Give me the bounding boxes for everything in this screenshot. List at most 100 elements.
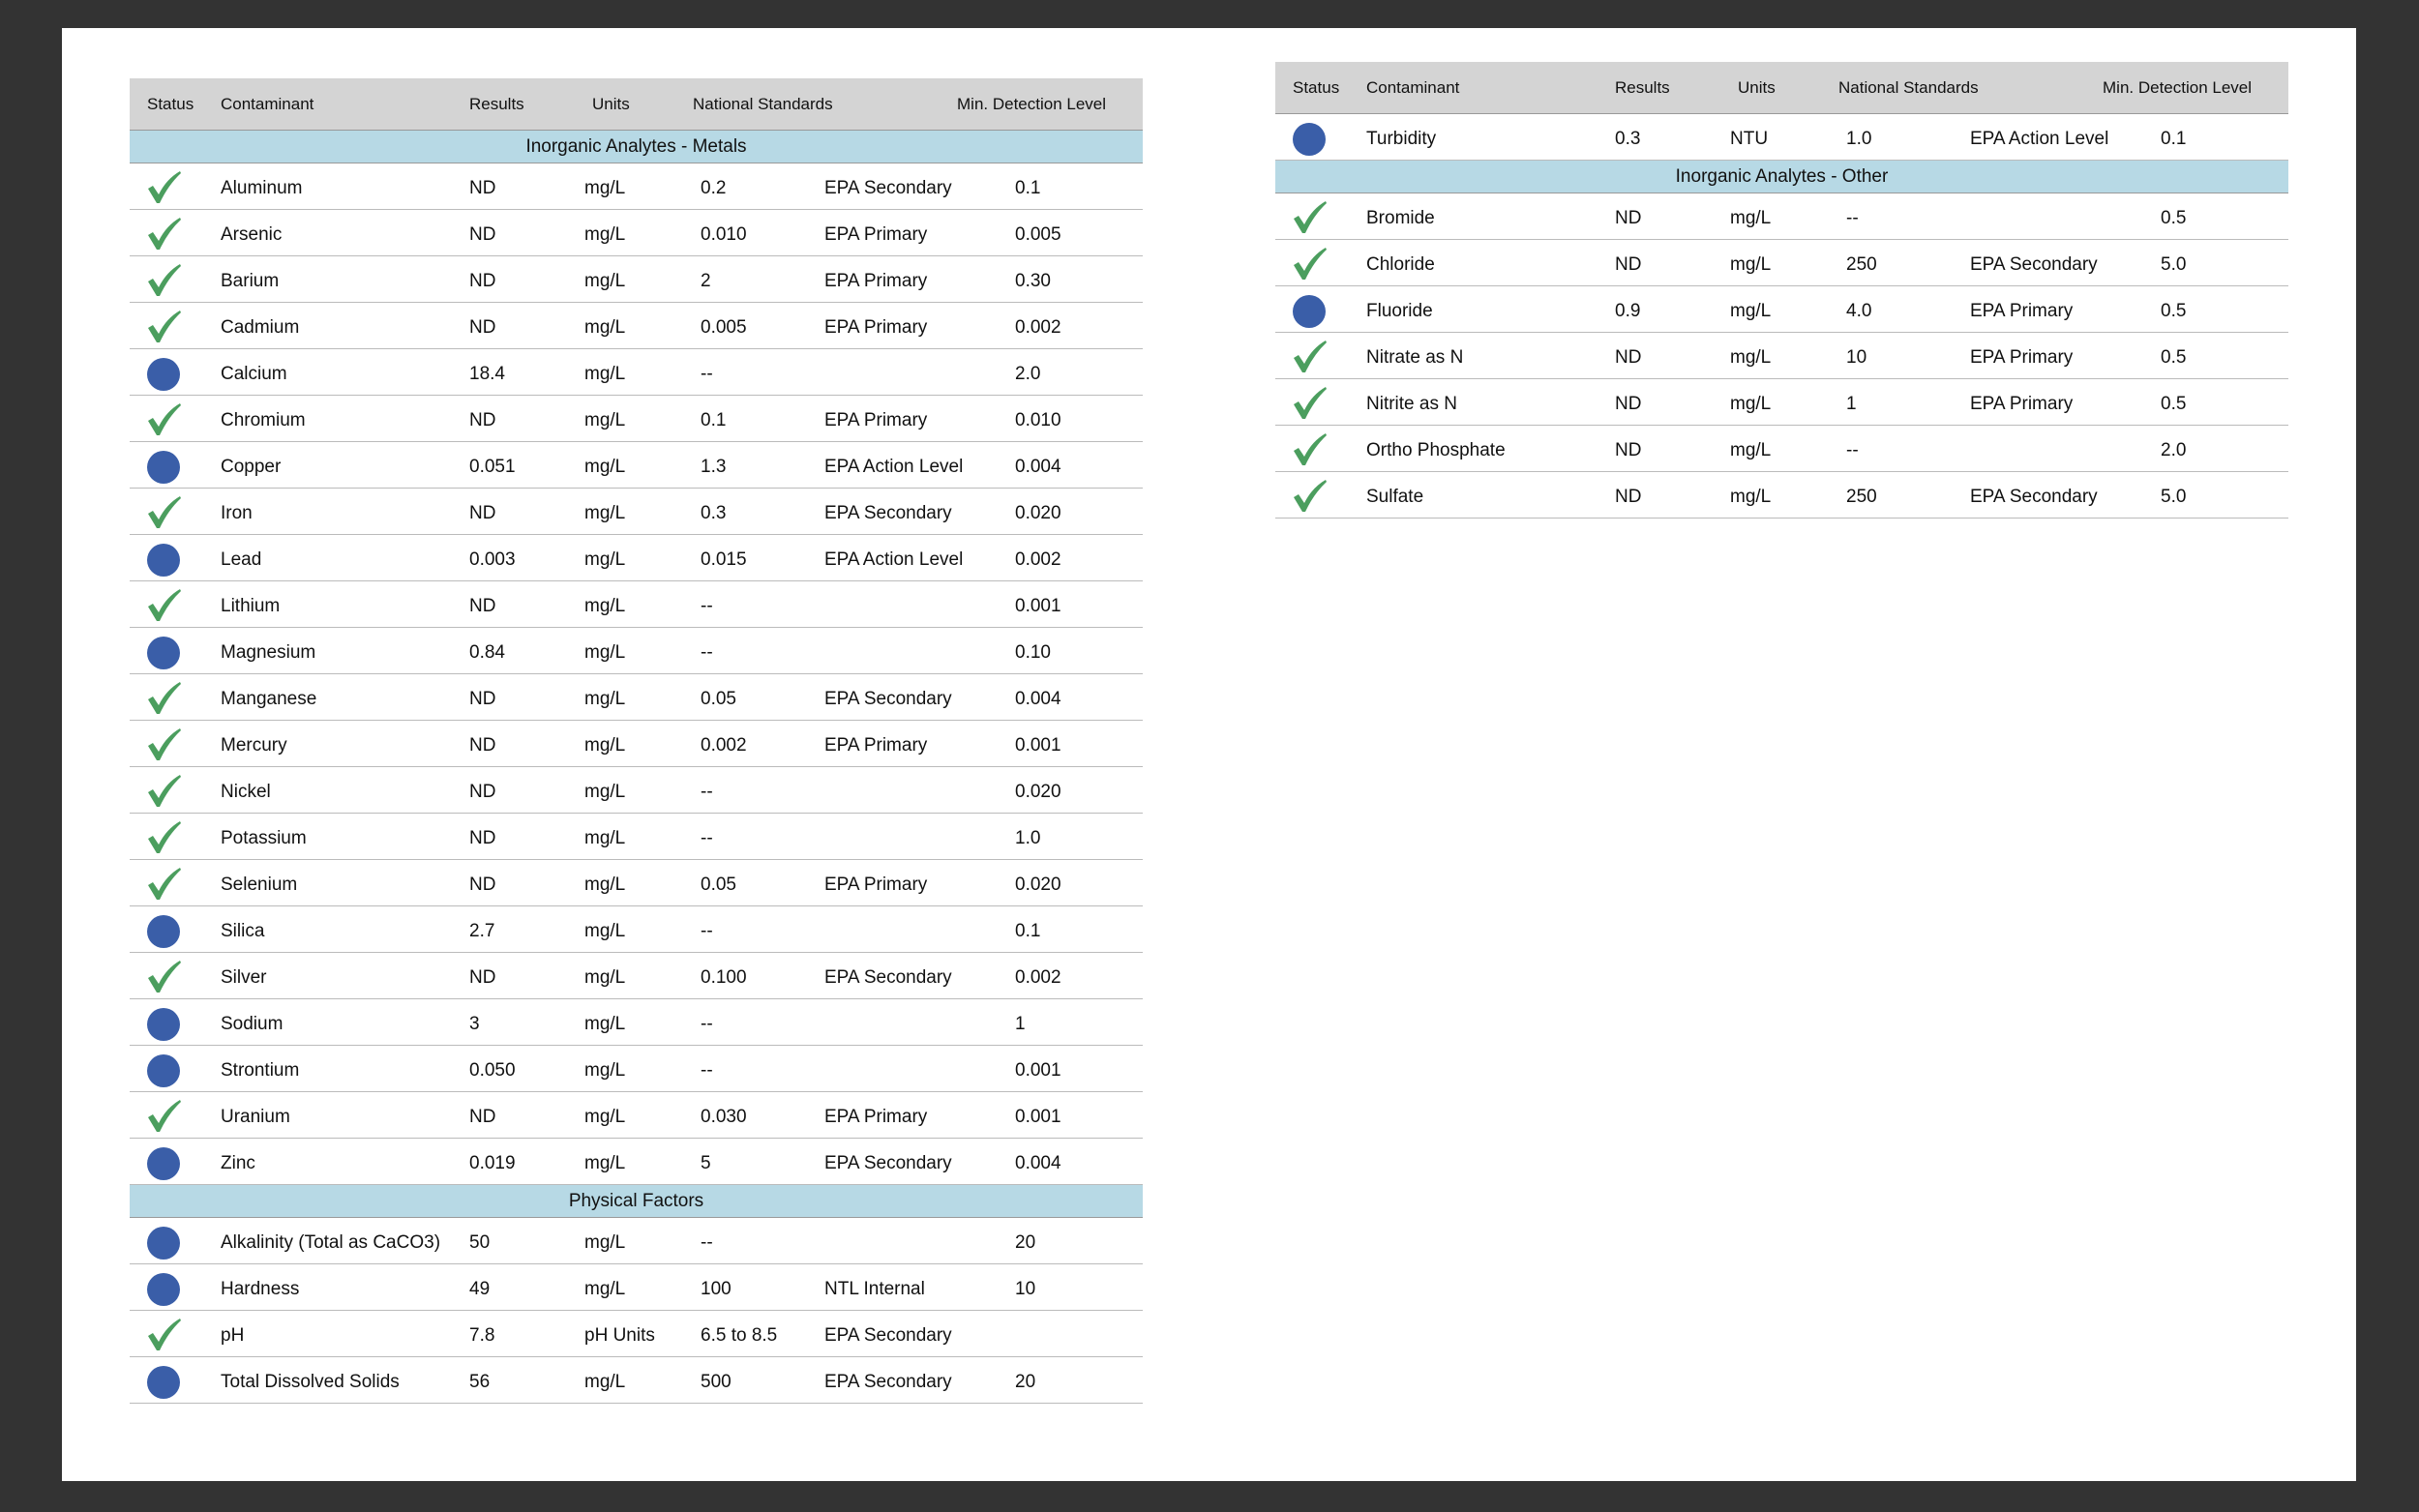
units: mg/L — [584, 178, 626, 198]
table-row: Magnesium 0.84 mg/L -- 0.10 — [130, 628, 1143, 674]
column-header: Contaminant — [221, 95, 314, 113]
check-icon — [148, 961, 181, 993]
table-row: Arsenic ND mg/L 0.010 EPA Primary 0.005 — [130, 210, 1143, 256]
results: 18.4 — [469, 364, 505, 384]
check-icon — [148, 682, 181, 714]
units: mg/L — [584, 224, 626, 245]
standard: -- — [701, 921, 713, 941]
contaminant: Mercury — [221, 735, 287, 756]
results: ND — [1615, 487, 1642, 507]
dot-icon — [1293, 295, 1326, 328]
units: mg/L — [584, 689, 626, 709]
check-icon — [148, 1100, 181, 1132]
units: mg/L — [1730, 208, 1772, 228]
standard: -- — [1846, 440, 1859, 460]
results: 56 — [469, 1372, 491, 1392]
source: NTL Internal — [824, 1279, 925, 1299]
mdl: 20 — [1015, 1232, 1036, 1253]
mdl: 0.5 — [2161, 347, 2187, 368]
icon-shape — [148, 1100, 181, 1132]
contaminant: Copper — [221, 457, 282, 477]
check-icon — [1294, 341, 1327, 372]
check-icon — [1294, 248, 1327, 280]
mdl: 20 — [1015, 1372, 1036, 1392]
column-header: Units — [1738, 78, 1776, 97]
results: 3 — [469, 1014, 480, 1034]
contaminant: Ortho Phosphate — [1366, 440, 1506, 460]
column-header: Min. Detection Level — [2103, 78, 2253, 97]
dot-icon — [147, 1273, 180, 1306]
contaminant: Aluminum — [221, 178, 303, 198]
column-header: Min. Detection Level — [957, 95, 1107, 113]
mdl: 5.0 — [2161, 254, 2187, 275]
contaminant: Cadmium — [221, 317, 300, 338]
icon-shape — [1294, 433, 1327, 465]
icon-shape — [1294, 480, 1327, 512]
contaminant: Lithium — [221, 596, 281, 616]
contaminant: Chloride — [1366, 254, 1435, 275]
table-row: Uranium ND mg/L 0.030 EPA Primary 0.001 — [130, 1092, 1143, 1139]
icon-shape — [1294, 248, 1327, 280]
results: ND — [469, 596, 496, 616]
results-table: Status Contaminant Results Units National St… — [1275, 62, 2288, 519]
contaminant: Silica — [221, 921, 265, 941]
source: EPA Primary — [824, 410, 928, 430]
mdl: 0.1 — [1015, 178, 1041, 198]
results: 0.9 — [1615, 301, 1641, 321]
source: EPA Primary — [1970, 394, 2074, 414]
contaminant: Uranium — [221, 1107, 290, 1127]
icon-shape — [147, 1054, 180, 1087]
icon-shape — [148, 311, 181, 342]
source: EPA Secondary — [824, 178, 952, 198]
table-header: Status Contaminant Results Units National St… — [1275, 62, 2288, 114]
icon-shape — [1294, 201, 1327, 233]
table-row: Aluminum ND mg/L 0.2 EPA Secondary 0.1 — [130, 163, 1143, 210]
table-row: Hardness 49 mg/L 100 NTL Internal 10 — [130, 1264, 1143, 1311]
units: mg/L — [584, 271, 626, 291]
results: 0.051 — [469, 457, 516, 477]
results: 0.84 — [469, 642, 505, 663]
dot-icon — [147, 1147, 180, 1180]
results: ND — [469, 410, 496, 430]
units: mg/L — [584, 1279, 626, 1299]
standard: -- — [701, 364, 713, 384]
standard: 250 — [1846, 487, 1877, 507]
mdl: 2.0 — [2161, 440, 2187, 460]
check-icon — [1294, 387, 1327, 419]
mdl: 0.1 — [1015, 921, 1041, 941]
table-row: Silica 2.7 mg/L -- 0.1 — [130, 906, 1143, 953]
check-icon — [148, 311, 181, 342]
icon-shape — [147, 358, 180, 391]
contaminant: Manganese — [221, 689, 317, 709]
table-row: Potassium ND mg/L -- 1.0 — [130, 814, 1143, 860]
results: ND — [469, 178, 496, 198]
icon-shape — [148, 868, 181, 900]
mdl: 0.30 — [1015, 271, 1051, 291]
column-header: Units — [592, 95, 630, 113]
icon-shape — [147, 1366, 180, 1399]
contaminant: Nickel — [221, 782, 271, 802]
icon-shape — [148, 496, 181, 528]
table-row: Nickel ND mg/L -- 0.020 — [130, 767, 1143, 814]
icon-shape — [1293, 295, 1326, 328]
icon-shape — [148, 264, 181, 296]
units: mg/L — [584, 1107, 626, 1127]
results: 0.3 — [1615, 129, 1641, 149]
units: mg/L — [1730, 487, 1772, 507]
table-row: Cadmium ND mg/L 0.005 EPA Primary 0.002 — [130, 303, 1143, 349]
check-icon — [148, 218, 181, 250]
check-icon — [148, 868, 181, 900]
source: EPA Primary — [824, 224, 928, 245]
standard: -- — [701, 1014, 713, 1034]
source: EPA Secondary — [824, 1372, 952, 1392]
icon-shape — [147, 1008, 180, 1041]
results-table: Status Contaminant Results Units National St… — [130, 78, 1143, 1404]
results: ND — [1615, 254, 1642, 275]
source: EPA Secondary — [1970, 254, 2098, 275]
results: ND — [469, 503, 496, 523]
contaminant: pH — [221, 1325, 245, 1346]
units: mg/L — [584, 1060, 626, 1081]
mdl: 0.010 — [1015, 410, 1061, 430]
icon-shape — [147, 1273, 180, 1306]
source: EPA Action Level — [824, 457, 964, 477]
